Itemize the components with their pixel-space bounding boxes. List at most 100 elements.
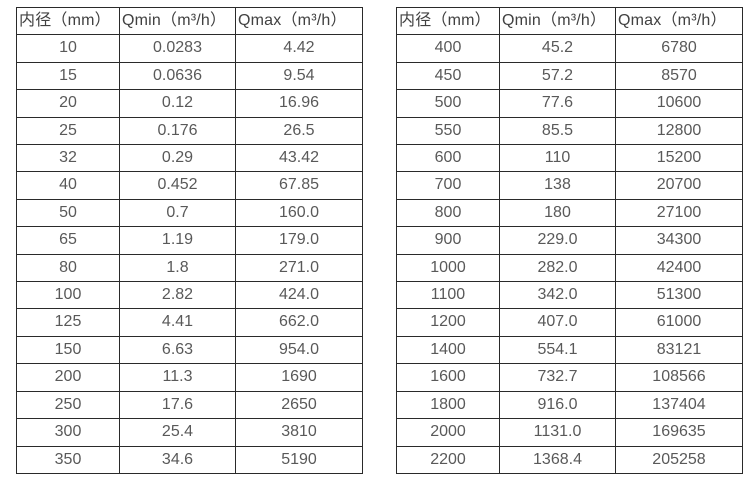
- table-cell: 900: [396, 226, 500, 255]
- table-cell: 20700: [615, 171, 743, 200]
- table-cell: 6.63: [119, 335, 236, 365]
- table-cell: 108566: [615, 363, 743, 392]
- table-cell: 100: [16, 281, 120, 310]
- table-cell: 1.19: [119, 226, 236, 255]
- table-cell: 0.29: [119, 144, 236, 173]
- table-cell: 600: [396, 144, 500, 173]
- table-cell: 43.42: [235, 144, 363, 173]
- table-cell: 424.0: [235, 281, 363, 310]
- table-cell: 80: [16, 253, 120, 283]
- header-row: 内径（mm） Qmin（m³/h） Qmax（m³/h）: [16, 6, 363, 36]
- table-row: 150 6.63 954.0: [16, 335, 363, 365]
- table-cell: 179.0: [235, 226, 363, 255]
- table-row: 2200 1368.4 205258: [396, 445, 743, 474]
- table-row: 550 85.5 12800: [396, 116, 743, 146]
- table-row: 100 2.82 424.0: [16, 281, 363, 310]
- table-cell: 10600: [615, 89, 743, 118]
- column-header: Qmin（m³/h）: [499, 6, 616, 36]
- table-cell: 6780: [615, 34, 743, 63]
- table-row: 300 25.4 3810: [16, 418, 363, 447]
- table-cell: 34300: [615, 226, 743, 255]
- table-cell: 205258: [615, 445, 743, 474]
- table-row: 400 45.2 6780: [396, 34, 743, 63]
- table-cell: 1600: [396, 363, 500, 392]
- table-cell: 282.0: [499, 253, 616, 283]
- table-cell: 25.4: [119, 418, 236, 447]
- table-cell: 8570: [615, 61, 743, 91]
- table-cell: 25: [16, 116, 120, 146]
- column-header: Qmax（m³/h）: [235, 6, 363, 36]
- table-row: 350 34.6 5190: [16, 445, 363, 474]
- table-cell: 554.1: [499, 335, 616, 365]
- table-cell: 550: [396, 116, 500, 146]
- table-row: 900 229.0 34300: [396, 226, 743, 255]
- table-cell: 229.0: [499, 226, 616, 255]
- table-cell: 67.85: [235, 171, 363, 200]
- table-row: 2000 1131.0 169635: [396, 418, 743, 447]
- table-cell: 15: [16, 61, 120, 91]
- table-cell: 342.0: [499, 281, 616, 310]
- table-cell: 12800: [615, 116, 743, 146]
- table-cell: 4.42: [235, 34, 363, 63]
- table-row: 800 180 27100: [396, 198, 743, 228]
- table-cell: 180: [499, 198, 616, 228]
- table-cell: 32: [16, 144, 120, 173]
- column-header: 内径（mm）: [16, 6, 120, 36]
- table-cell: 0.176: [119, 116, 236, 146]
- table-cell: 125: [16, 308, 120, 337]
- table-row: 250 17.6 2650: [16, 390, 363, 420]
- table-cell: 916.0: [499, 390, 616, 420]
- table-row: 450 57.2 8570: [396, 61, 743, 91]
- table-cell: 1800: [396, 390, 500, 420]
- table-cell: 2200: [396, 445, 500, 474]
- table-cell: 700: [396, 171, 500, 200]
- table-row: 15 0.0636 9.54: [16, 61, 363, 91]
- table-cell: 1.8: [119, 253, 236, 283]
- table-cell: 1100: [396, 281, 500, 310]
- table-cell: 350: [16, 445, 120, 474]
- table-cell: 17.6: [119, 390, 236, 420]
- table-row: 125 4.41 662.0: [16, 308, 363, 337]
- table-cell: 160.0: [235, 198, 363, 228]
- table-cell: 1690: [235, 363, 363, 392]
- table-cell: 40: [16, 171, 120, 200]
- table-cell: 400: [396, 34, 500, 63]
- table-cell: 138: [499, 171, 616, 200]
- table-cell: 5190: [235, 445, 363, 474]
- table-cell: 50: [16, 198, 120, 228]
- table-cell: 954.0: [235, 335, 363, 365]
- table-row: 1200 407.0 61000: [396, 308, 743, 337]
- table-cell: 45.2: [499, 34, 616, 63]
- table-row: 50 0.7 160.0: [16, 198, 363, 228]
- table-cell: 1368.4: [499, 445, 616, 474]
- table-cell: 27100: [615, 198, 743, 228]
- flow-rate-table-large-diameters: 内径（mm） Qmin（m³/h） Qmax（m³/h） 400 45.2 6780 450…: [396, 6, 743, 474]
- table-row: 700 138 20700: [396, 171, 743, 200]
- table-row: 1000 282.0 42400: [396, 253, 743, 283]
- table-cell: 1400: [396, 335, 500, 365]
- table-cell: 77.6: [499, 89, 616, 118]
- table-cell: 2.82: [119, 281, 236, 310]
- table-cell: 800: [396, 198, 500, 228]
- table-cell: 110: [499, 144, 616, 173]
- table-cell: 407.0: [499, 308, 616, 337]
- table-cell: 3810: [235, 418, 363, 447]
- table-row: 1100 342.0 51300: [396, 281, 743, 310]
- table-cell: 57.2: [499, 61, 616, 91]
- table-cell: 0.0283: [119, 34, 236, 63]
- table-cell: 26.5: [235, 116, 363, 146]
- table-cell: 42400: [615, 253, 743, 283]
- table-cell: 300: [16, 418, 120, 447]
- table-cell: 1131.0: [499, 418, 616, 447]
- column-header: Qmax（m³/h）: [615, 6, 743, 36]
- table-cell: 10: [16, 34, 120, 63]
- table-cell: 34.6: [119, 445, 236, 474]
- table-row: 10 0.0283 4.42: [16, 34, 363, 63]
- table-cell: 2650: [235, 390, 363, 420]
- table-cell: 20: [16, 89, 120, 118]
- table-row: 500 77.6 10600: [396, 89, 743, 118]
- flow-rate-table-small-diameters: 内径（mm） Qmin（m³/h） Qmax（m³/h） 10 0.0283 4.42 15…: [16, 6, 363, 474]
- table-cell: 16.96: [235, 89, 363, 118]
- table-cell: 500: [396, 89, 500, 118]
